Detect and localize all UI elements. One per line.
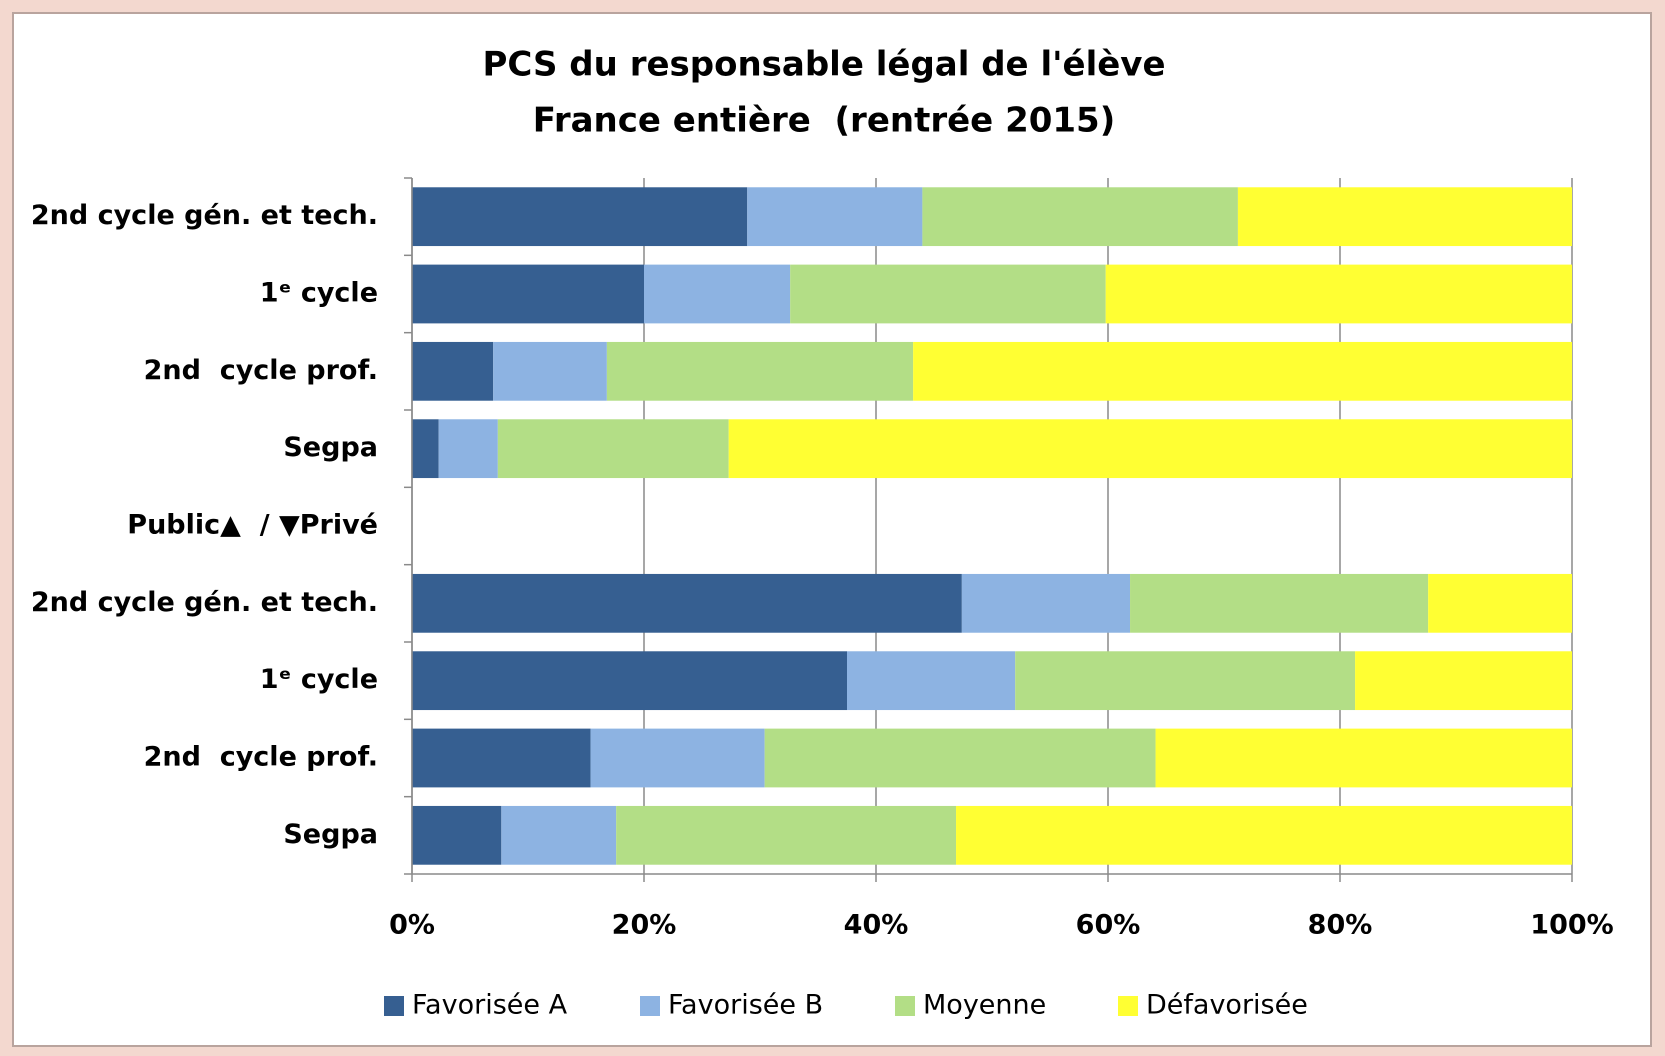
legend-label: Moyenne <box>923 990 1046 1021</box>
y-tick-label: 2nd cycle gén. et tech. <box>31 200 378 231</box>
bar-segment <box>764 728 1156 788</box>
bar-segment <box>412 573 962 633</box>
legend-swatch <box>1118 996 1138 1016</box>
bar-segment <box>606 341 914 401</box>
x-tick-label: 80% <box>1308 910 1373 941</box>
bar-segment <box>1105 264 1572 324</box>
legend-label: Défavorisée <box>1146 990 1308 1021</box>
legend-swatch <box>384 996 404 1016</box>
y-tick-label: 1ᵉ cycle <box>260 278 378 309</box>
bar-segment <box>847 651 1016 711</box>
bar-segment <box>961 573 1131 633</box>
x-tick-label: 100% <box>1530 910 1613 941</box>
bar-segment <box>1355 651 1572 711</box>
legend-swatch <box>895 996 915 1016</box>
bar-segment <box>956 805 1572 865</box>
bar-segment <box>728 419 1572 479</box>
y-tick-label: 2nd cycle gén. et tech. <box>31 587 378 618</box>
legend-label: Favorisée A <box>412 990 568 1021</box>
legend-swatch <box>640 996 660 1016</box>
bar-segment <box>412 187 748 247</box>
x-tick-label: 60% <box>1076 910 1141 941</box>
bar-segment <box>616 805 957 865</box>
bar-segment <box>412 264 644 324</box>
bar-segment <box>412 419 439 479</box>
bar-segment <box>644 264 791 324</box>
y-tick-label: Public▲ / ▼Privé <box>127 510 378 541</box>
chart-title: PCS du responsable légal de l'élève <box>482 45 1165 85</box>
bar-segment <box>1130 573 1429 633</box>
bar-segment <box>412 651 847 711</box>
bar-segment <box>1015 651 1356 711</box>
bar-segment <box>1237 187 1572 247</box>
chart-subtitle: France entière (rentrée 2015) <box>533 101 1115 141</box>
bar-segment <box>1155 728 1572 788</box>
bar-segment <box>493 341 607 401</box>
bar-segment <box>1428 573 1572 633</box>
bar-segment <box>922 187 1238 247</box>
y-tick-label: Segpa <box>283 819 378 850</box>
bar-segment <box>747 187 923 247</box>
bar-segment <box>790 264 1106 324</box>
bar-segment <box>438 419 498 479</box>
bar-segment <box>913 341 1572 401</box>
y-tick-label: Segpa <box>283 432 378 463</box>
y-tick-label: 2nd cycle prof. <box>144 742 378 773</box>
bar-segment <box>412 728 591 788</box>
x-tick-label: 40% <box>844 910 909 941</box>
bar-segment <box>412 341 494 401</box>
bar-segment <box>501 805 617 865</box>
bar-segment <box>412 805 502 865</box>
bar-segment <box>590 728 765 788</box>
y-tick-label: 1ᵉ cycle <box>260 664 378 695</box>
legend-label: Favorisée B <box>668 990 823 1021</box>
x-tick-label: 0% <box>389 910 435 941</box>
x-tick-label: 20% <box>612 910 677 941</box>
y-tick-label: 2nd cycle prof. <box>144 355 378 386</box>
bar-segment <box>497 419 729 479</box>
